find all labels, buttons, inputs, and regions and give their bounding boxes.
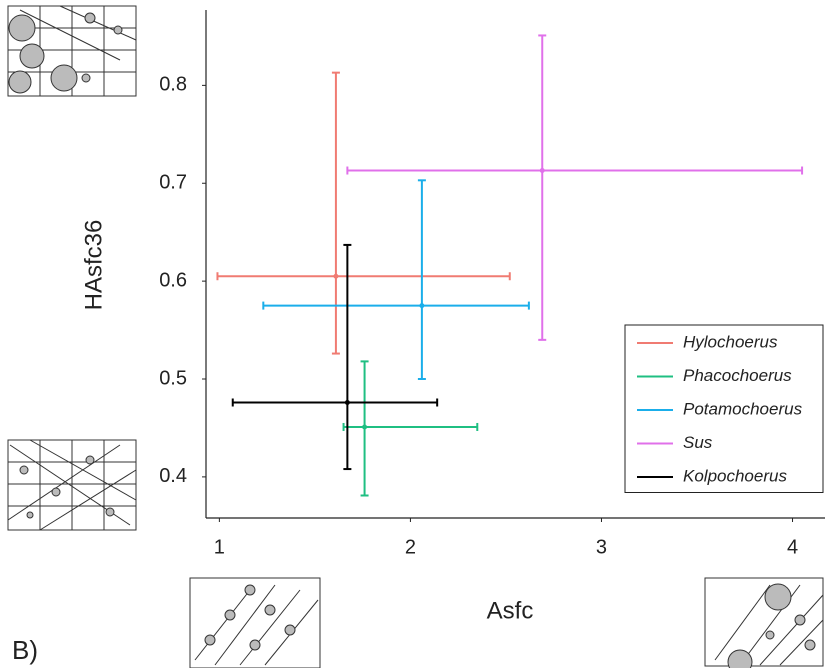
icon-bottom-mid	[189, 577, 321, 668]
y-tick-label: 0.5	[159, 367, 187, 389]
panel-label: B)	[12, 635, 38, 665]
icon-top-left	[7, 5, 137, 97]
legend-label: Hylochoerus	[683, 332, 778, 351]
icon-bottom-right	[704, 577, 824, 668]
x-axis-label: Asfc	[487, 597, 534, 624]
icon-bottom-left	[7, 439, 137, 531]
legend-label: Potamochoerus	[683, 399, 803, 418]
legend-label: Phacochoerus	[683, 366, 792, 385]
y-tick-label: 0.4	[159, 465, 187, 487]
y-tick-label: 0.6	[159, 269, 187, 291]
legend-label: Sus	[683, 433, 713, 452]
y-axis-label: HAsfc36	[80, 220, 107, 311]
x-tick-label: 4	[787, 536, 798, 558]
point	[333, 273, 339, 279]
y-tick-label: 0.8	[159, 74, 187, 96]
x-tick-label: 1	[214, 536, 225, 558]
point	[419, 303, 425, 309]
x-tick-label: 2	[405, 536, 416, 558]
y-tick-label: 0.7	[159, 172, 187, 194]
legend-label: Kolpochoerus	[683, 466, 787, 485]
legend-box	[624, 324, 824, 493]
point	[362, 424, 368, 430]
point	[344, 400, 350, 406]
point	[539, 168, 545, 174]
x-tick-label: 3	[596, 536, 607, 558]
